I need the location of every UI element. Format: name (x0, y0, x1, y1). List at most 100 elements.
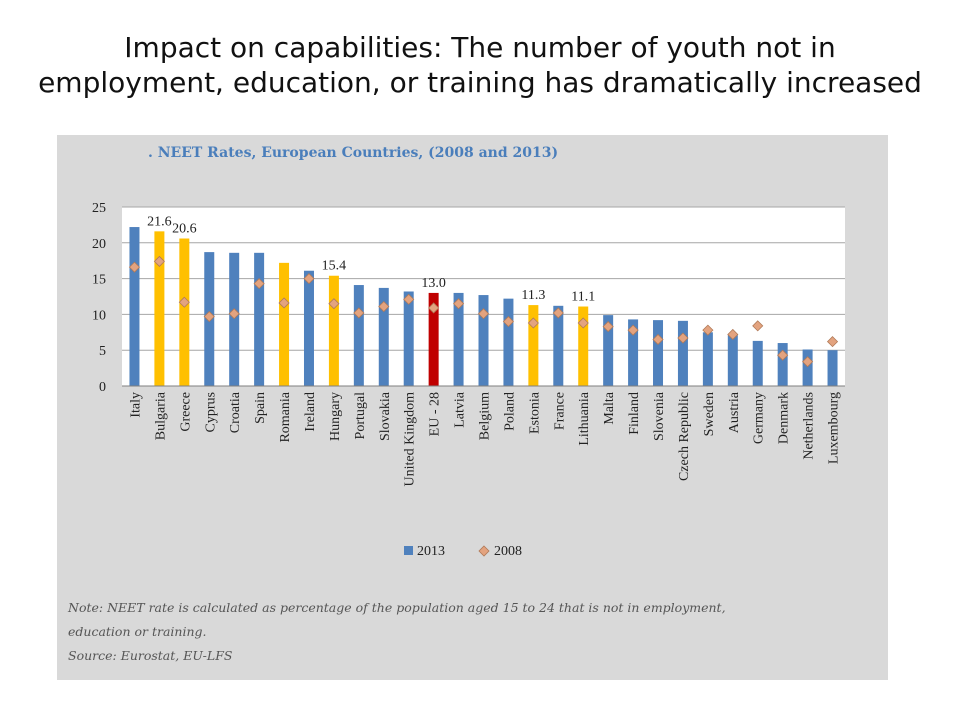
marker-2008 (552, 307, 564, 319)
x-category-label: Sweden (702, 392, 717, 436)
bar-2013 (702, 332, 713, 386)
bar-2013 (229, 252, 240, 386)
bar-2013 (328, 275, 339, 386)
slide-title-line-2: employment, education, or training has d… (38, 66, 922, 99)
marker-2008 (627, 324, 639, 336)
source-note: Source: Eurostat, EU-LFS (68, 648, 233, 663)
bar-2013 (603, 315, 614, 386)
marker-2008 (178, 296, 190, 308)
data-label: 11.1 (571, 290, 595, 305)
marker-2008 (652, 333, 664, 346)
marker-2008 (477, 308, 490, 320)
bar-2013 (578, 306, 589, 386)
marker-2008 (527, 317, 539, 329)
bar-2013 (827, 350, 838, 386)
note-line-2: education or training. (68, 624, 207, 639)
x-category-label: Cyprus (203, 392, 218, 432)
x-category-label: Luxembourg (827, 392, 842, 464)
marker-2008 (253, 278, 265, 290)
x-category-label: Ireland (303, 392, 318, 432)
x-category-label: Austria (727, 391, 742, 433)
bar-2013 (727, 335, 738, 386)
y-tick-label: 10 (92, 308, 106, 323)
bar-2013 (478, 295, 489, 386)
x-category-label: Romania (278, 391, 293, 442)
x-category-label: United Kingdom (403, 392, 418, 487)
x-category-label: Bulgaria (153, 391, 168, 440)
slide-title: Impact on capabilities: The number of yo… (0, 30, 960, 100)
data-label: 15.4 (322, 259, 347, 274)
bar-2013 (154, 231, 165, 386)
marker-2008 (328, 298, 340, 310)
y-tick-label: 20 (92, 237, 106, 252)
bar-2013 (777, 343, 788, 386)
x-category-label: France (552, 392, 567, 430)
bar-2013 (179, 238, 190, 386)
marker-2008 (702, 324, 714, 336)
marker-2008 (378, 300, 390, 313)
marker-2008 (777, 349, 789, 361)
bar-2013 (453, 292, 464, 386)
slide-title-line-1: Impact on capabilities: The number of yo… (124, 31, 836, 64)
data-label: 13.0 (421, 276, 446, 291)
marker-2008 (403, 293, 415, 305)
bar-2013 (503, 298, 514, 386)
marker-2008 (602, 321, 614, 333)
bar-2013 (553, 305, 564, 386)
legend-label-2008: 2008 (494, 544, 522, 559)
note-line-1: Note: NEET rate is calculated as percent… (68, 600, 726, 615)
data-label: 11.3 (521, 288, 545, 303)
bar-2013 (129, 227, 140, 386)
marker-2008 (428, 302, 440, 314)
bar-2013 (353, 285, 364, 386)
x-category-label: Netherlands (802, 392, 817, 460)
x-category-label: Portugal (353, 392, 368, 440)
x-category-label: Italy (128, 392, 143, 418)
marker-2008 (502, 315, 514, 328)
y-tick-label: 15 (92, 273, 106, 288)
marker-2008 (303, 273, 315, 285)
marker-2008 (577, 317, 589, 329)
x-category-label: Slovenia (652, 391, 667, 441)
bar-2013 (628, 319, 639, 386)
x-category-label: Hungary (328, 392, 343, 441)
marker-2008 (802, 356, 814, 368)
x-category-label: Croatia (228, 391, 243, 433)
marker-2008 (128, 261, 141, 273)
x-category-label: Poland (502, 392, 517, 431)
marker-2008 (727, 328, 739, 341)
x-category-label: Denmark (777, 392, 792, 444)
x-category-label: Spain (253, 392, 268, 424)
x-category-label: Slovakia (378, 391, 393, 441)
legend-label-2013: 2013 (417, 544, 445, 559)
legend-swatch-2008 (478, 545, 490, 557)
data-label: 20.6 (172, 222, 197, 237)
x-category-label: Estonia (527, 391, 542, 434)
bar-2013 (802, 349, 813, 386)
y-tick-label: 25 (92, 201, 106, 216)
bar-2013 (752, 340, 763, 386)
bar-2013 (303, 270, 314, 386)
marker-2008 (826, 336, 839, 348)
x-category-label: Latvia (453, 391, 468, 428)
bar-2013 (653, 320, 664, 386)
marker-2008 (353, 307, 365, 319)
legend-swatch-2013 (404, 546, 413, 555)
x-category-label: EU - 28 (428, 392, 443, 436)
marker-2008 (453, 298, 465, 310)
x-category-label: Lithuania (577, 391, 592, 445)
marker-2008 (203, 310, 215, 323)
bar-2013 (279, 262, 290, 386)
bar-2013 (528, 305, 539, 386)
bar-2013 (403, 291, 414, 386)
y-tick-label: 0 (99, 380, 106, 395)
bar-2013 (378, 287, 389, 386)
x-category-label: Greece (178, 392, 193, 432)
x-category-label: Malta (602, 391, 617, 424)
x-category-label: Belgium (478, 392, 493, 440)
bar-2013 (677, 320, 688, 386)
x-category-label: Germany (752, 392, 767, 444)
marker-2008 (228, 308, 240, 320)
x-category-label: Czech Republic (677, 392, 692, 481)
